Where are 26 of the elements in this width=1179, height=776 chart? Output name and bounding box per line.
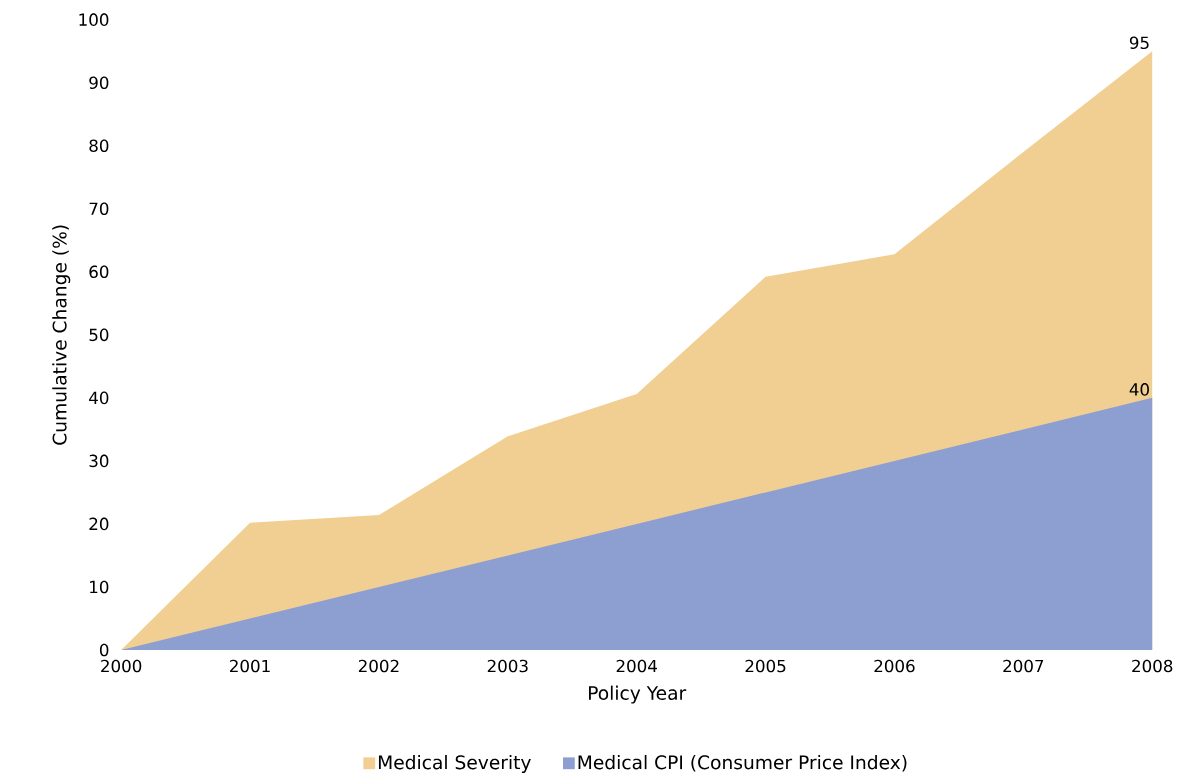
y-tick-label: 30 <box>89 454 109 468</box>
y-tick-label: 100 <box>79 13 109 27</box>
x-tick-label: 2006 <box>874 659 915 673</box>
legend-label: Medical Severity <box>378 755 531 774</box>
data-label: 40 <box>1129 383 1149 396</box>
x-tick-label: 2001 <box>230 659 270 673</box>
x-tick-label: 2000 <box>101 659 142 673</box>
y-tick-label: 40 <box>89 391 109 405</box>
y-tick-label: 0 <box>99 643 109 657</box>
data-label: 95 <box>1129 36 1149 50</box>
y-tick-label: 10 <box>90 580 109 594</box>
y-tick-label: 80 <box>89 139 109 153</box>
x-tick-label: 2007 <box>1003 659 1044 673</box>
x-axis-title: Policy Year <box>589 685 687 704</box>
y-axis-title: Cumulative Change (%) <box>52 225 71 445</box>
x-tick-label: 2005 <box>745 659 786 673</box>
y-tick-label: 70 <box>89 202 109 216</box>
y-tick-label: 50 <box>89 328 109 342</box>
x-tick-label: 2002 <box>358 659 399 673</box>
x-tick-label: 2004 <box>616 659 657 673</box>
x-tick-label: 2003 <box>487 659 528 673</box>
x-tick-label: 2008 <box>1132 659 1173 673</box>
y-tick-label: 60 <box>89 265 109 279</box>
legend-label: Medical CPI (Consumer Price Index) <box>578 755 907 772</box>
y-tick-label: 90 <box>89 76 109 90</box>
y-tick-label: 20 <box>89 517 109 531</box>
